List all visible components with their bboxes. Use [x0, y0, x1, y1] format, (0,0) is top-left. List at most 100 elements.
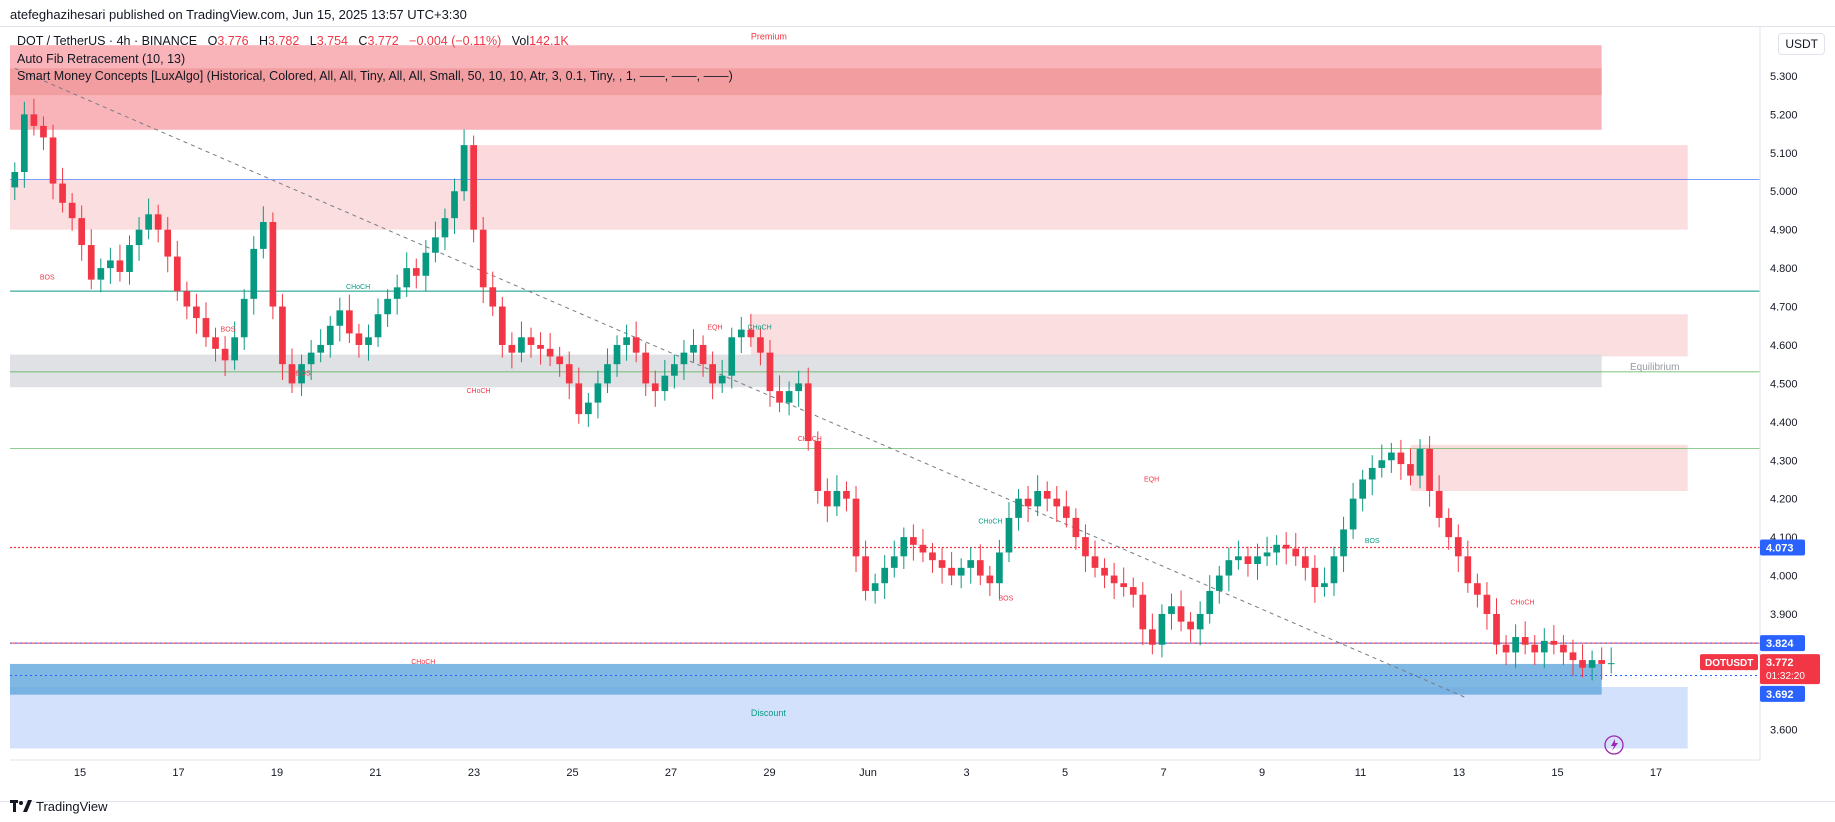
chart-frame[interactable]: [0, 26, 1835, 802]
candle-body: [996, 552, 1003, 584]
price-badge-label: 3.824: [1766, 638, 1794, 650]
equilibrium-label: Equilibrium: [1630, 362, 1679, 373]
symbol-tag-label: DOTUSDT: [1705, 658, 1753, 669]
candle-body: [145, 214, 152, 230]
candle-body: [1483, 594, 1491, 614]
candle-body: [1426, 448, 1433, 491]
volume-label: Vol: [511, 34, 530, 48]
candle-body: [279, 306, 286, 365]
x-tick-label: 19: [271, 767, 283, 779]
supply-zone-1: [10, 179, 1688, 230]
candle-body: [441, 218, 449, 238]
candle-body: [221, 348, 229, 361]
candle-body: [671, 364, 678, 376]
supply-zone-3: [1410, 444, 1688, 491]
change-value: −0.004 (−0.11%): [409, 34, 502, 48]
candle-body: [833, 490, 841, 507]
y-tick-label: 4.600: [1770, 340, 1798, 352]
candle-body: [250, 248, 258, 299]
close-value: 3.772: [367, 34, 399, 48]
y-tick-label: 4.500: [1770, 378, 1798, 390]
candle-body: [1072, 517, 1080, 538]
candle-body: [1321, 583, 1328, 588]
candle-body: [910, 537, 917, 545]
candle-body: [1158, 613, 1166, 645]
currency-selector[interactable]: USDT: [1778, 33, 1825, 55]
candle-body: [795, 383, 803, 392]
candle-body: [240, 298, 248, 338]
y-tick-label: 4.700: [1770, 302, 1798, 314]
structure-label: BOS: [296, 371, 311, 378]
candle-body: [1034, 490, 1041, 507]
indicator-smc-legend[interactable]: Smart Money Concepts [LuxAlgo] (Historic…: [17, 69, 733, 83]
candle-body: [1454, 537, 1462, 557]
candle-body: [1502, 644, 1510, 653]
candle-body: [20, 114, 28, 173]
candle-body: [890, 556, 898, 568]
structure-label: BOS: [40, 275, 55, 282]
candle-body: [642, 352, 650, 384]
candle-body: [1407, 464, 1414, 476]
candle-body: [259, 221, 267, 249]
candle-body: [68, 202, 76, 219]
structure-label: CHoCH: [346, 284, 370, 291]
supply-zone-2: [750, 314, 1688, 357]
candle-body: [1569, 652, 1577, 661]
y-tick-label: 4.400: [1770, 417, 1798, 429]
low-value: 3.754: [316, 34, 348, 48]
candle-body: [1368, 467, 1376, 480]
candle-body: [986, 575, 994, 584]
candle-body: [1388, 452, 1395, 461]
candle-body: [1301, 556, 1309, 568]
candle-body: [1043, 490, 1051, 499]
candle-body: [1359, 479, 1367, 499]
candle-body: [1550, 640, 1558, 645]
structure-label: EQH: [707, 325, 722, 332]
candle-body: [843, 490, 850, 499]
candle-body: [709, 364, 716, 384]
candle-body: [623, 337, 630, 345]
price-badge-label: 4.073: [1766, 542, 1794, 554]
candle-body: [1349, 498, 1357, 530]
symbol-name[interactable]: DOT / TetherUS · 4h · BINANCE: [17, 34, 198, 48]
candle-body: [346, 310, 353, 334]
candle-body: [1101, 567, 1108, 576]
demand-zone: [10, 663, 1602, 695]
candle-body: [355, 333, 363, 345]
candle-body: [1560, 644, 1567, 653]
candle-body: [537, 344, 544, 349]
y-tick-label: 5.200: [1770, 109, 1798, 121]
candle-body: [1139, 594, 1147, 630]
premium-label: Premium: [751, 31, 787, 41]
candle-body: [957, 567, 965, 576]
candle-body: [1273, 544, 1280, 553]
candle-body: [737, 329, 745, 338]
y-tick-label: 3.600: [1770, 724, 1798, 736]
candle-body: [785, 391, 793, 403]
candle-body: [575, 383, 583, 415]
candle-body: [929, 552, 936, 561]
candle-body: [365, 337, 372, 345]
x-tick-label: Jun: [859, 767, 877, 779]
candle-body: [1149, 629, 1156, 645]
tradingview-logo-icon: [10, 800, 32, 812]
candle-body: [1292, 548, 1300, 557]
x-tick-label: 17: [1650, 767, 1662, 779]
candle-body: [307, 352, 315, 365]
price-badge: [1760, 635, 1805, 652]
candle-body: [212, 337, 219, 349]
indicator-fib-legend[interactable]: Auto Fib Retracement (10, 13): [17, 52, 186, 66]
candle-body: [298, 364, 305, 384]
candle-body: [823, 490, 831, 507]
candle-body: [1282, 544, 1290, 549]
candle-body: [948, 567, 955, 576]
last-price-label: 3.772: [1766, 657, 1794, 669]
lightning-icon: [1611, 739, 1618, 751]
candle-body: [1196, 613, 1204, 630]
candle-body: [804, 383, 812, 442]
candle-body: [1235, 556, 1242, 561]
candle-body: [1416, 448, 1424, 476]
candle-body: [881, 567, 889, 584]
structure-label: BOS: [998, 596, 1013, 603]
